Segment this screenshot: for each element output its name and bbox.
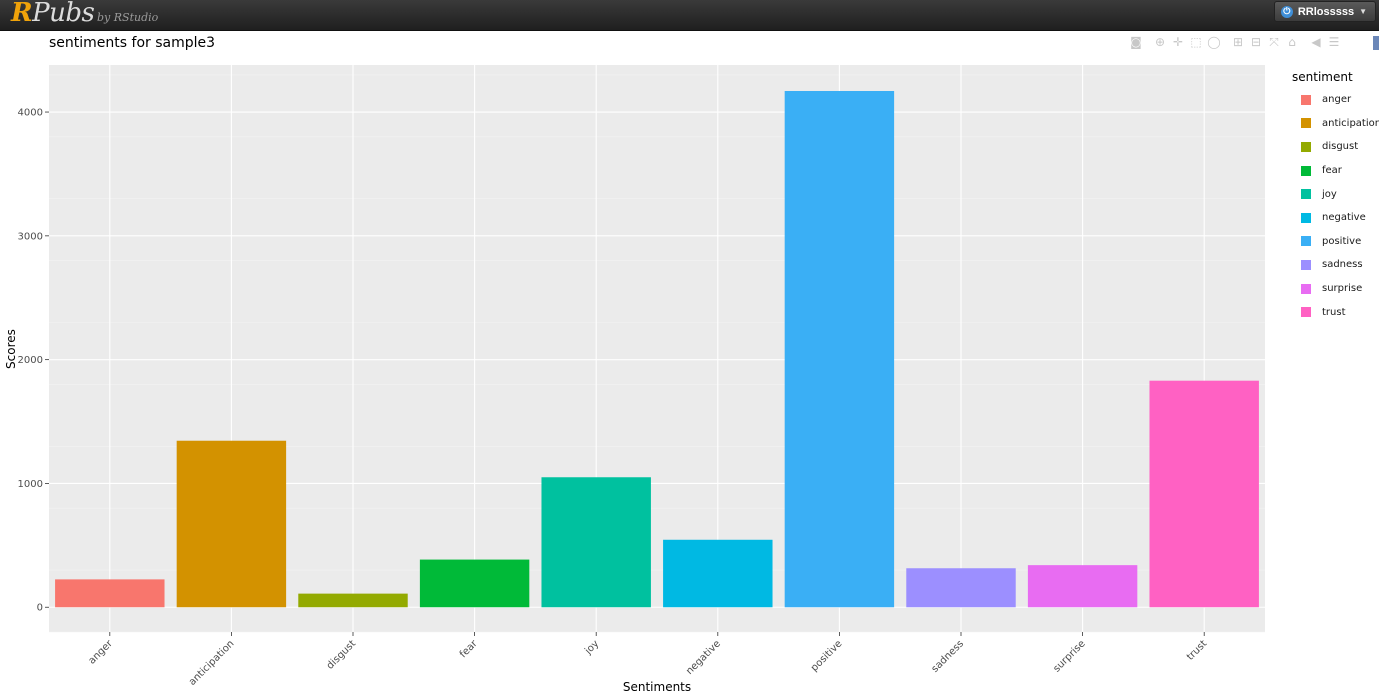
legend-label: trust	[1322, 306, 1346, 318]
plot-modebar: ◙ ⊕ ✛ ⬚ ◯ ⊞ ⊟ ⤧ ⌂ ◀ ☰	[1128, 34, 1342, 50]
bar-trust	[1149, 380, 1259, 608]
caret-down-icon: ▼	[1359, 7, 1367, 16]
legend-swatch	[1301, 118, 1311, 129]
plotly-logo-icon[interactable]	[1373, 36, 1379, 50]
power-icon: ⏻	[1280, 5, 1293, 18]
legend-swatch	[1301, 259, 1311, 270]
y-tick-label: 4000	[18, 108, 43, 119]
legend-label: sadness	[1322, 259, 1363, 271]
legend-swatch	[1301, 189, 1311, 200]
x-tick-label: positive	[809, 638, 845, 674]
chart-title: sentiments for sample3	[49, 35, 216, 51]
lasso-icon[interactable]: ◯	[1207, 35, 1221, 49]
bar-sadness	[906, 568, 1016, 608]
legend-item-anger[interactable]: anger	[1292, 88, 1379, 112]
y-tick-label: 1000	[18, 479, 43, 490]
bars	[55, 90, 1259, 608]
zoom-out-icon[interactable]: ⊟	[1250, 35, 1262, 49]
legend-title: sentiment	[1292, 70, 1353, 84]
hover-closest-icon[interactable]: ◀	[1311, 35, 1321, 49]
x-axis-title: Sentiments	[623, 680, 691, 694]
legend-item-sadness[interactable]: sadness	[1292, 253, 1379, 277]
y-tick-label: 0	[37, 603, 43, 614]
autoscale-icon[interactable]: ⤧	[1269, 35, 1279, 49]
legend-item-fear[interactable]: fear	[1292, 159, 1379, 183]
pan-icon[interactable]: ✛	[1172, 35, 1184, 49]
legend-label: negative	[1322, 212, 1366, 224]
user-menu-button[interactable]: ⏻ RRlosssss ▼	[1273, 1, 1376, 22]
bar-anticipation	[176, 440, 287, 608]
bar-fear	[419, 559, 530, 608]
hover-compare-icon[interactable]: ☰	[1328, 35, 1340, 49]
x-tick-label: fear	[458, 638, 480, 660]
box-select-icon[interactable]: ⬚	[1190, 35, 1202, 49]
y-tick-label: 3000	[18, 231, 43, 242]
legend-swatch	[1301, 236, 1311, 247]
legend-item-positive[interactable]: positive	[1292, 230, 1379, 254]
legend-label: joy	[1322, 188, 1337, 200]
legend-swatch	[1301, 307, 1311, 318]
rstudio-byline: by RStudio	[97, 11, 159, 24]
legend-swatch	[1301, 212, 1311, 223]
legend-swatch	[1301, 141, 1311, 152]
y-tick-label: 2000	[18, 355, 43, 366]
bar-surprise	[1027, 565, 1138, 608]
x-tick-label: negative	[684, 638, 723, 677]
y-axis-title: Scores	[4, 329, 18, 369]
x-tick-label: trust	[1185, 638, 1209, 662]
legend-label: anticipation	[1322, 117, 1379, 129]
legend-label: surprise	[1322, 283, 1363, 295]
rpubs-logo[interactable]: RPubs	[11, 0, 95, 28]
user-name: RRlosssss	[1297, 5, 1355, 18]
legend-item-anticipation[interactable]: anticipation	[1292, 112, 1379, 136]
zoom-in-icon[interactable]: ⊞	[1232, 35, 1244, 49]
legend-swatch	[1301, 165, 1311, 176]
x-tick-label: sadness	[930, 638, 966, 674]
legend-item-surprise[interactable]: surprise	[1292, 277, 1379, 301]
camera-icon[interactable]: ◙	[1130, 35, 1142, 49]
legend: sentiment anger anticipation disgust fear jo…	[1292, 70, 1379, 324]
legend-item-joy[interactable]: joy	[1292, 182, 1379, 206]
bar-anger	[55, 579, 165, 608]
legend-label: fear	[1322, 165, 1342, 177]
bar-positive	[784, 90, 895, 608]
legend-item-negative[interactable]: negative	[1292, 206, 1379, 230]
reset-axes-icon[interactable]: ⌂	[1288, 35, 1296, 49]
x-tick-label: anger	[87, 638, 116, 667]
legend-label: positive	[1322, 235, 1362, 247]
legend-label: anger	[1322, 94, 1352, 106]
legend-label: disgust	[1322, 141, 1359, 153]
bar-disgust	[298, 593, 408, 608]
legend-swatch	[1301, 283, 1311, 294]
x-tick-label: disgust	[325, 638, 358, 671]
legend-item-disgust[interactable]: disgust	[1292, 135, 1379, 159]
bar-negative	[663, 539, 773, 608]
y-axis: 0 1000 2000 3000 4000	[18, 108, 49, 614]
legend-swatch	[1301, 94, 1311, 105]
top-navbar: RPubs by RStudio ⏻ RRlosssss ▼	[0, 0, 1379, 31]
zoom-icon[interactable]: ⊕	[1154, 35, 1166, 49]
x-tick-label: surprise	[1051, 638, 1087, 674]
x-tick-label: joy	[582, 638, 601, 657]
legend-item-trust[interactable]: trust	[1292, 300, 1379, 324]
bar-joy	[541, 477, 651, 608]
x-tick-label: anticipation	[187, 638, 237, 688]
